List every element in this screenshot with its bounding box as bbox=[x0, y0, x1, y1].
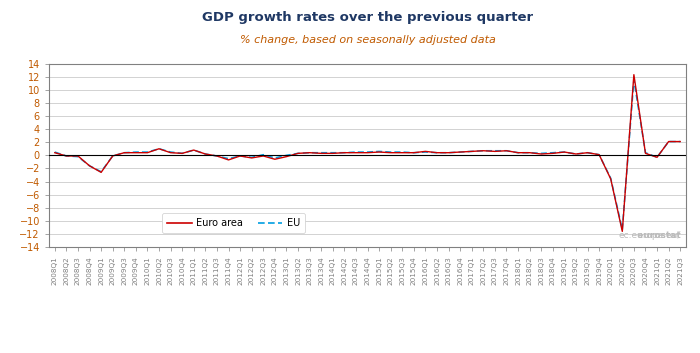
Text: % change, based on seasonally adjusted data: % change, based on seasonally adjusted d… bbox=[239, 35, 496, 45]
Text: eurostat: eurostat bbox=[606, 231, 681, 240]
Text: GDP growth rates over the previous quarter: GDP growth rates over the previous quart… bbox=[202, 11, 533, 24]
Line: EU: EU bbox=[55, 80, 680, 229]
Legend: Euro area, EU: Euro area, EU bbox=[162, 213, 305, 233]
Euro area bbox=[606, 177, 615, 181]
Euro area bbox=[201, 152, 209, 156]
Euro area bbox=[676, 139, 685, 144]
EU bbox=[201, 152, 209, 156]
EU bbox=[282, 153, 290, 157]
Euro area bbox=[120, 151, 129, 155]
Euro area bbox=[50, 151, 59, 155]
Line: Euro area: Euro area bbox=[55, 75, 680, 231]
Euro area bbox=[664, 139, 673, 144]
Euro area bbox=[167, 151, 175, 155]
EU bbox=[676, 139, 685, 144]
EU bbox=[618, 227, 626, 232]
EU bbox=[167, 150, 175, 154]
Text: ec.europa.eu/: ec.europa.eu/ bbox=[619, 231, 681, 240]
EU bbox=[664, 139, 673, 144]
Euro area bbox=[630, 73, 638, 77]
EU bbox=[606, 176, 615, 180]
EU bbox=[120, 151, 129, 155]
EU bbox=[50, 150, 59, 154]
Euro area bbox=[282, 155, 290, 159]
Euro area bbox=[618, 229, 626, 233]
EU bbox=[630, 78, 638, 82]
